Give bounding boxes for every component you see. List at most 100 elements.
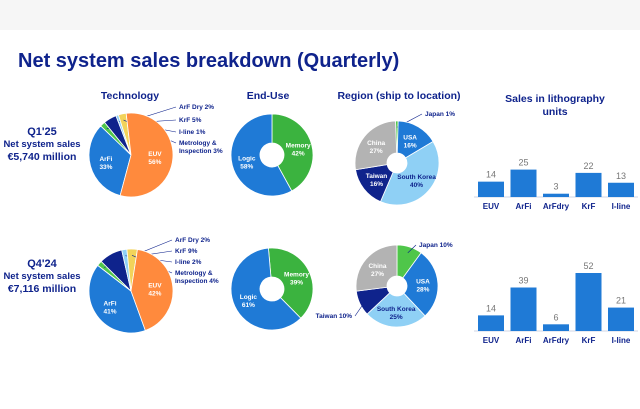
header-region: Region (ship to location) [337, 90, 461, 102]
pie-slice-china [355, 244, 398, 292]
pie-value-memory: 39% [290, 280, 303, 287]
pie-slice-arfi [88, 264, 146, 334]
bar-value-i-line: 13 [616, 171, 626, 181]
callout-text-i-line: I-line 2% [175, 259, 202, 266]
pie-label-logic: Logic [240, 294, 258, 301]
pie-slice-euv [130, 249, 174, 331]
callout-text-krf: KrF 5% [179, 117, 202, 124]
bar-value-krf: 22 [583, 161, 593, 171]
bar-category-krf: KrF [582, 336, 596, 345]
pie-label-usa: USA [403, 135, 417, 142]
header-technology: Technology [100, 90, 160, 102]
bar-category-euv: EUV [483, 202, 500, 211]
bar-category-arfdry: ArFdry [543, 202, 570, 211]
pie-slice-euv [119, 112, 174, 198]
bar-value-euv: 14 [486, 170, 496, 180]
pie-value-usa: 16% [404, 143, 417, 150]
pie-label-memory: Memory [284, 272, 309, 279]
callout-text-metrology-inspection: Inspection 4% [175, 278, 219, 285]
pie-value-china: 27% [370, 148, 383, 155]
callout-line-japan [407, 244, 417, 254]
pie-label-south-korea: South Korea [397, 174, 436, 181]
bar-value-arfdry: 6 [553, 312, 558, 322]
pie-slice-usa [402, 252, 439, 317]
bar-euv [478, 315, 504, 331]
pie-label-taiwan: Taiwan [366, 173, 388, 180]
pie-slice-memory [271, 113, 314, 192]
header-units-line2: units [542, 106, 568, 118]
pie-label-china: China [367, 140, 385, 147]
pie-label-memory: Memory [286, 142, 311, 149]
bar-value-arfi: 25 [518, 158, 528, 168]
pie-label-euv: EUV [148, 151, 162, 158]
callout-text-metrology-inspection: Metrology & [179, 140, 217, 147]
sales-value: €7,116 million [7, 283, 77, 295]
bar-category-krf: KrF [582, 202, 596, 211]
pie-label-china: China [368, 263, 386, 270]
bar-arfi [510, 169, 537, 197]
bar-category-euv: EUV [483, 336, 500, 345]
pie-value-arfi: 41% [104, 308, 117, 315]
bar-value-arfdry: 3 [553, 182, 558, 192]
header-units: Sales in lithography units [500, 93, 610, 119]
pie-slice-memory [267, 247, 314, 319]
pie-slice-arfi [88, 125, 132, 197]
pie-slice-south-korea [379, 140, 440, 206]
row-label-q4-24: Q4'24 Net system sales €7,116 million [2, 258, 82, 296]
header-units-line1: Sales in lithography [505, 93, 605, 105]
bar-krf [575, 273, 602, 331]
bar-arfdry [543, 193, 569, 197]
bar-value-krf: 52 [583, 261, 593, 271]
row-label-q1-25: Q1'25 Net system sales €5,740 million [2, 126, 82, 164]
period-label: Q4'24 [27, 258, 57, 270]
period-label: Q1'25 [27, 126, 57, 138]
pie-slice-logic [230, 113, 293, 197]
callout-text-metrology-inspection: Metrology & [175, 270, 213, 277]
pie-value-arfi: 33% [99, 164, 112, 171]
pie-label-arfi: ArFi [104, 300, 117, 307]
bar-i-line [608, 307, 634, 331]
sales-label: Net system sales [3, 271, 81, 282]
pie-value-logic: 61% [242, 302, 255, 309]
pie-value-euv: 56% [148, 159, 161, 166]
bar-arfdry [543, 324, 569, 331]
pie-label-logic: Logic [238, 155, 256, 162]
bar-category-arfdry: ArFdry [543, 336, 570, 345]
pie-label-arfi: ArFi [99, 156, 112, 163]
pie-slice-logic [230, 247, 302, 331]
callout-text-metrology-inspection: Inspection 3% [179, 148, 223, 155]
bar-category-arfi: ArFi [516, 202, 532, 211]
bar-euv [478, 181, 504, 197]
callout-text-arf-dry: ArF Dry 2% [179, 104, 214, 111]
bar-value-i-line: 21 [616, 296, 626, 306]
callout-text-japan: Japan 1% [425, 111, 455, 118]
pie-value-memory: 42% [292, 150, 305, 157]
bar-category-arfi: ArFi [516, 336, 532, 345]
pie-slice-south-korea [366, 292, 426, 328]
bar-arfi [510, 287, 537, 331]
pie-value-south-korea: 25% [390, 314, 403, 321]
pie-value-logic: 58% [240, 163, 253, 170]
pie-value-euv: 42% [148, 291, 161, 298]
bar-category-i-line: I-line [612, 336, 631, 345]
pie-value-south-korea: 40% [410, 182, 423, 189]
sales-label: Net system sales [3, 139, 81, 150]
callout-text-arf-dry: ArF Dry 2% [175, 237, 210, 244]
callout-text-i-line: I-line 1% [179, 129, 206, 136]
pie-slice-china [354, 120, 398, 171]
pie-label-euv: EUV [148, 283, 162, 290]
top-band [0, 0, 640, 30]
bar-i-line [608, 182, 634, 197]
units-q4-24-bars: 14 EUV 39 ArFi 6 ArFdry 52 KrF 21 I-line [474, 261, 638, 345]
callout-text-taiwan: Taiwan 10% [316, 313, 353, 320]
sales-value: €5,740 million [7, 151, 77, 163]
pie-value-usa: 28% [416, 286, 429, 293]
header-end-use: End-Use [246, 90, 290, 102]
